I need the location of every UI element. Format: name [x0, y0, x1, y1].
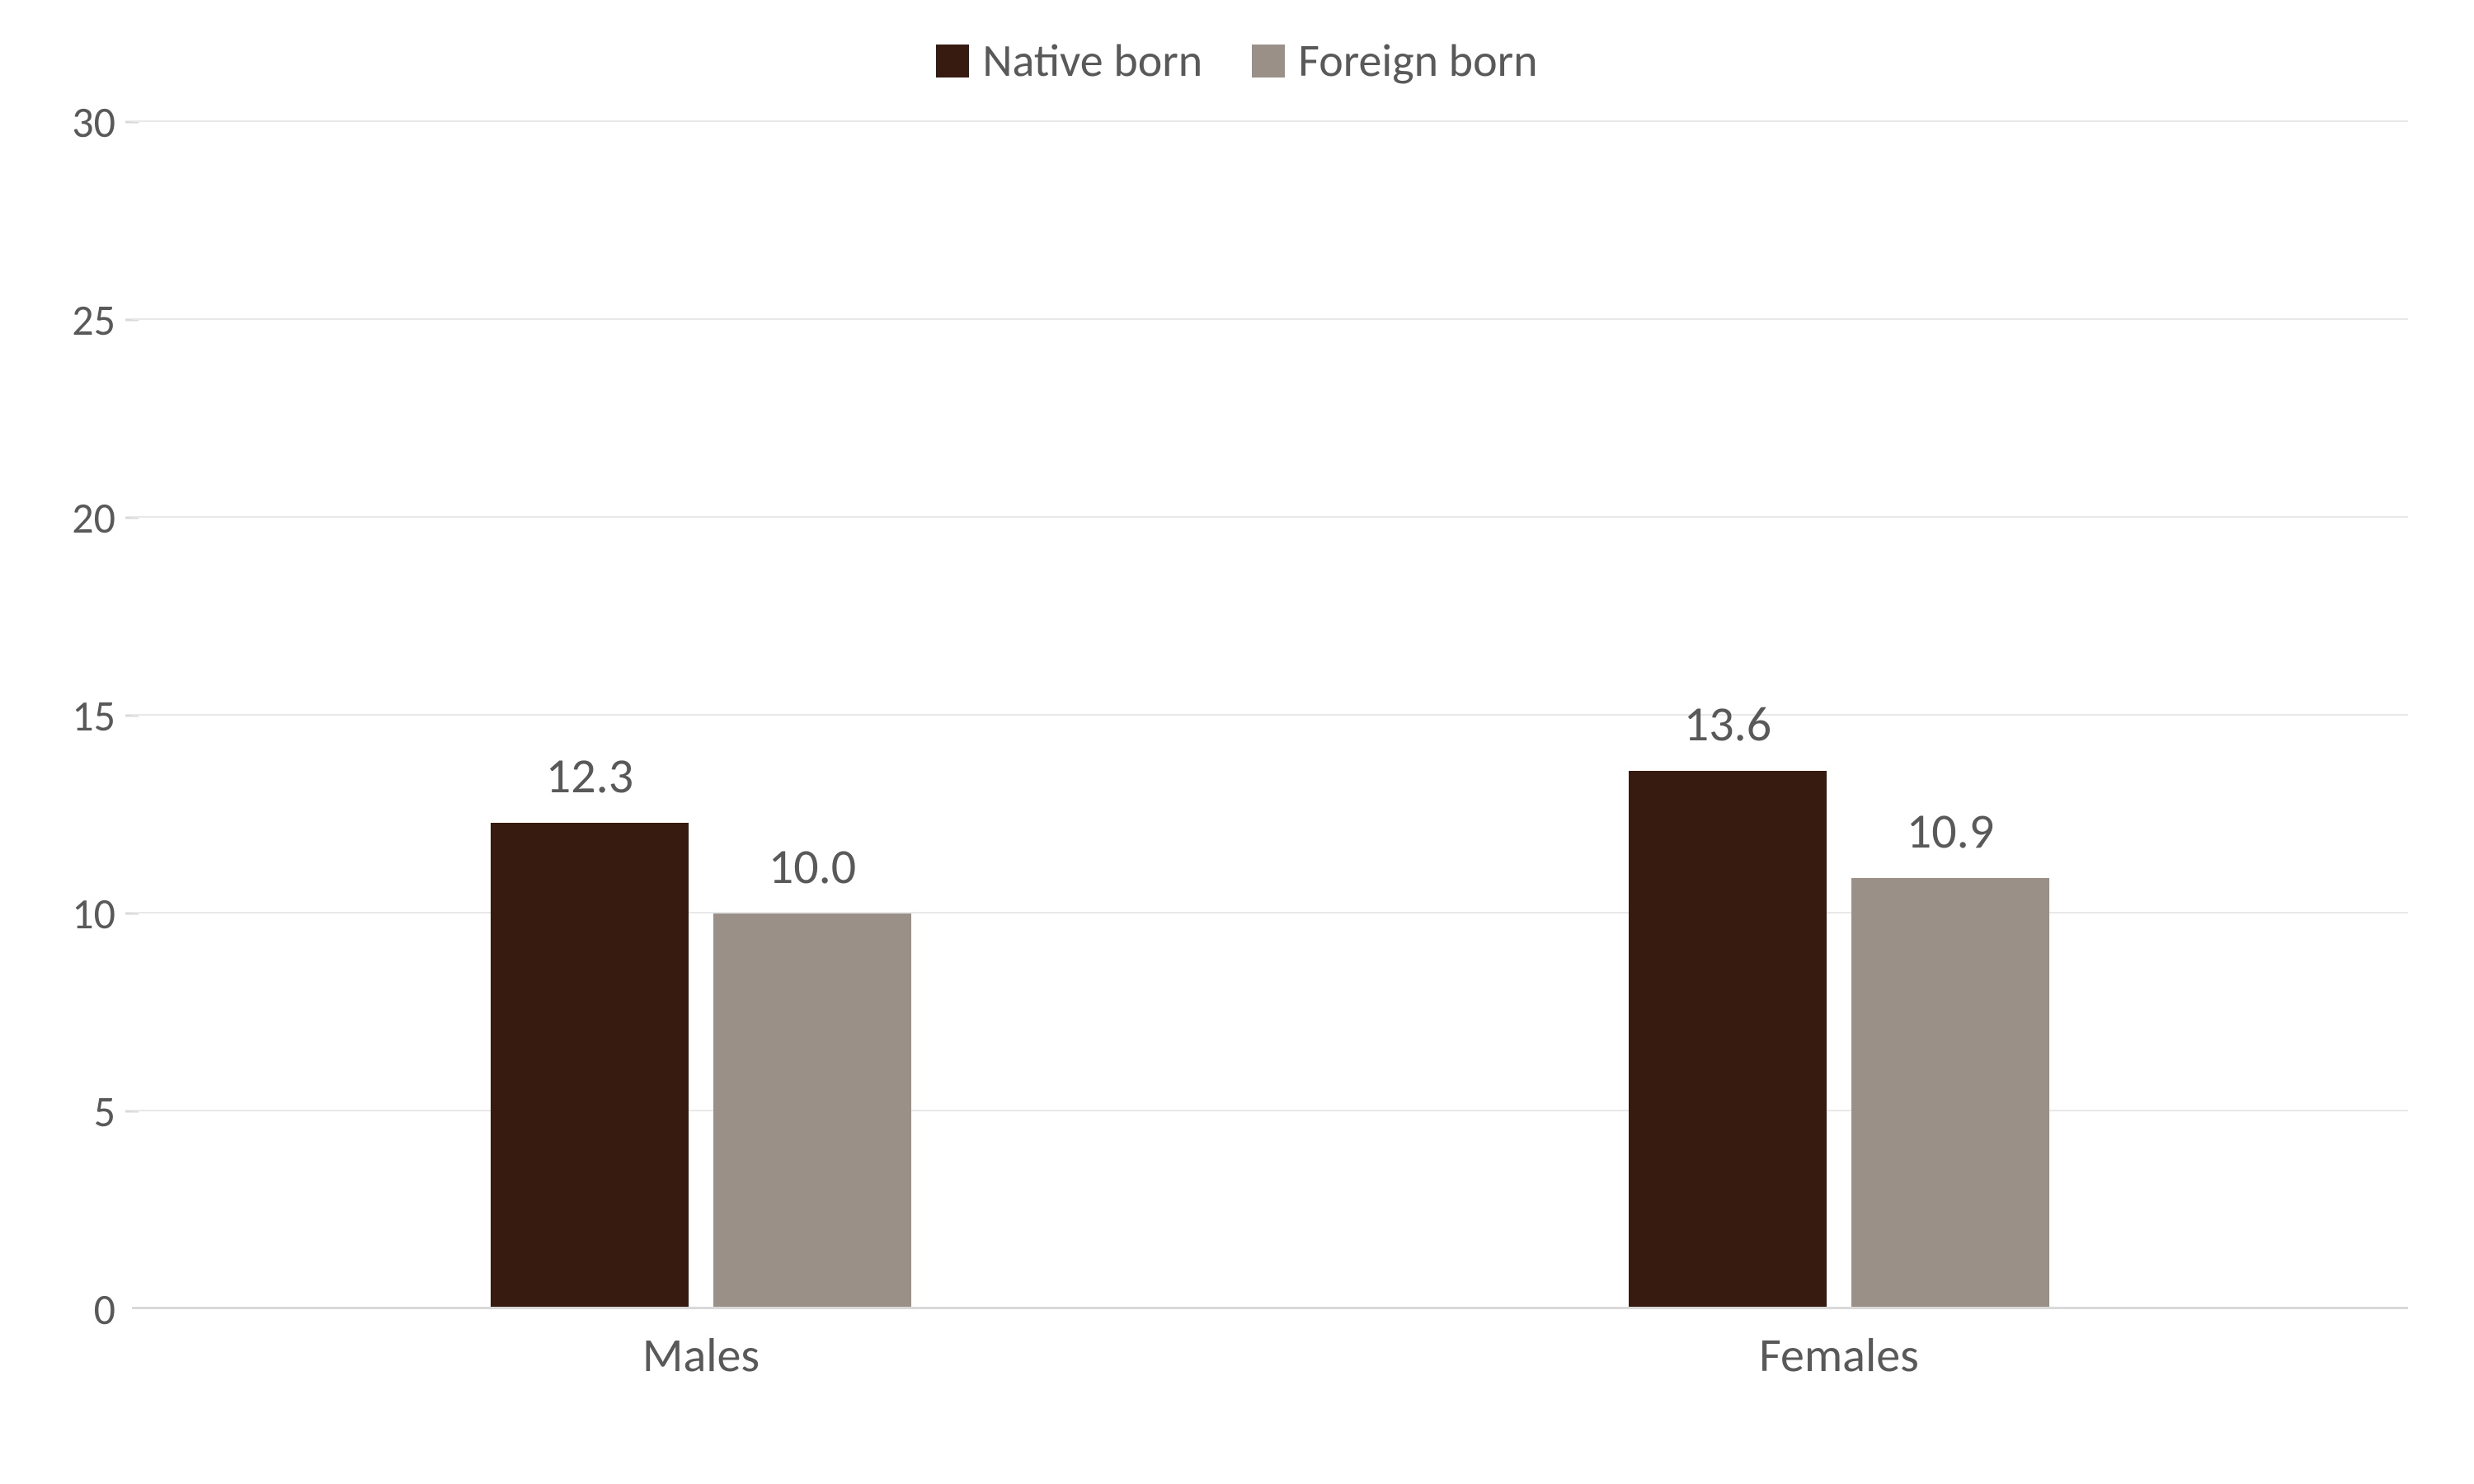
bars-area: 12.3 10.0 13.6 10.9 — [132, 122, 2408, 1309]
legend: Native born Foreign born — [66, 33, 2408, 89]
legend-swatch-foreign — [1252, 45, 1285, 77]
y-tick-15: 15 — [72, 689, 115, 742]
bar-wrapper: 12.3 — [491, 122, 689, 1309]
bar-value-label: 10.9 — [1907, 801, 1994, 862]
plot-area: 30 25 20 15 10 5 0 12.3 — [132, 122, 2408, 1309]
y-tick-25: 25 — [72, 294, 115, 346]
y-tick-10: 10 — [72, 887, 115, 940]
legend-label-foreign: Foreign born — [1298, 33, 1537, 89]
y-tick-20: 20 — [72, 491, 115, 544]
legend-swatch-native — [936, 45, 969, 77]
y-axis: 30 25 20 15 10 5 0 — [66, 122, 132, 1309]
legend-label-native: Native born — [982, 33, 1202, 89]
category-group-males: 12.3 10.0 — [132, 122, 1270, 1309]
bar-foreign-females — [1851, 878, 2049, 1309]
bar-native-males — [491, 823, 689, 1309]
bar-foreign-males — [713, 913, 911, 1309]
x-axis-labels: Males Females — [132, 1326, 2408, 1384]
y-tick-5: 5 — [94, 1085, 115, 1138]
x-label-males: Males — [132, 1326, 1270, 1384]
bar-wrapper: 10.0 — [713, 122, 911, 1309]
bar-value-label: 12.3 — [546, 746, 633, 806]
x-label-females: Females — [1270, 1326, 2408, 1384]
bar-wrapper: 13.6 — [1629, 122, 1827, 1309]
category-group-females: 13.6 10.9 — [1270, 122, 2408, 1309]
bar-native-females — [1629, 771, 1827, 1309]
bar-value-label: 13.6 — [1684, 694, 1771, 754]
y-tick-0: 0 — [94, 1283, 115, 1336]
legend-item-foreign: Foreign born — [1252, 33, 1537, 89]
x-axis-line — [132, 1307, 2408, 1309]
chart-container: Native born Foreign born 30 25 20 15 10 … — [66, 33, 2408, 1451]
bar-value-label: 10.0 — [769, 837, 856, 897]
bar-wrapper: 10.9 — [1851, 122, 2049, 1309]
legend-item-native: Native born — [936, 33, 1202, 89]
y-tick-30: 30 — [72, 96, 115, 148]
